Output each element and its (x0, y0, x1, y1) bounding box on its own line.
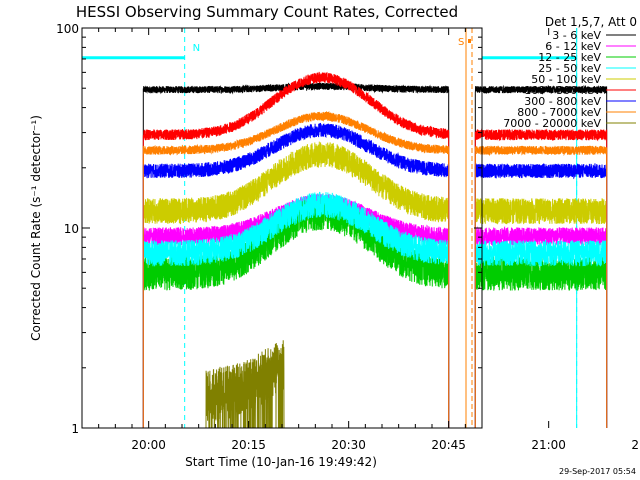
x-tick-label: 21:15 (631, 438, 640, 452)
saa-marker (468, 39, 471, 43)
y-axis-label: Corrected Count Rate (s⁻¹ detector⁻¹) (29, 115, 43, 341)
legend-label: 12 - 25 keV (538, 51, 601, 64)
legend-label: 100 - 300 keV (524, 84, 601, 97)
legend-header: Det 1,5,7, Att 0 (545, 15, 637, 29)
x-tick-label: 20:30 (331, 438, 366, 452)
saa-annotation: S (458, 37, 464, 48)
chart-title: HESSI Observing Summary Count Rates, Cor… (76, 3, 458, 21)
legend-label: 25 - 50 keV (538, 62, 601, 75)
series-line (142, 196, 608, 428)
x-tick-label: 20:15 (231, 438, 266, 452)
y-tick-label: 100 (56, 22, 79, 36)
x-axis-label: Start Time (10-Jan-16 19:49:42) (185, 455, 377, 469)
y-tick-label: 1 (71, 422, 79, 436)
legend-label: 6 - 12 keV (545, 40, 601, 53)
footer-date: 29-Sep-2017 05:54 (559, 467, 636, 476)
plot-area: NS (82, 28, 608, 429)
legend-label: 300 - 800 keV (524, 95, 601, 108)
x-axis: 20:00 20:15 20:30 20:45 21:00 21:15 (81, 28, 640, 452)
series-line (142, 110, 608, 428)
x-tick-label: 20:45 (431, 438, 466, 452)
series-line (142, 71, 608, 428)
y-axis: 1 10 100 (56, 22, 482, 436)
y-tick-label: 10 (64, 222, 79, 236)
series-line (142, 122, 608, 428)
legend-label: 800 - 7000 keV (517, 106, 601, 119)
legend-label: 3 - 6 keV (552, 29, 601, 42)
series-line (142, 141, 608, 428)
x-tick-label: 20:00 (131, 438, 166, 452)
night-annotation: N (193, 43, 200, 54)
x-tick-label: 21:00 (531, 438, 566, 452)
legend-label: 7000 - 20000 keV (503, 117, 601, 130)
legend-label: 50 - 100 keV (531, 73, 601, 86)
series-line (142, 191, 608, 428)
